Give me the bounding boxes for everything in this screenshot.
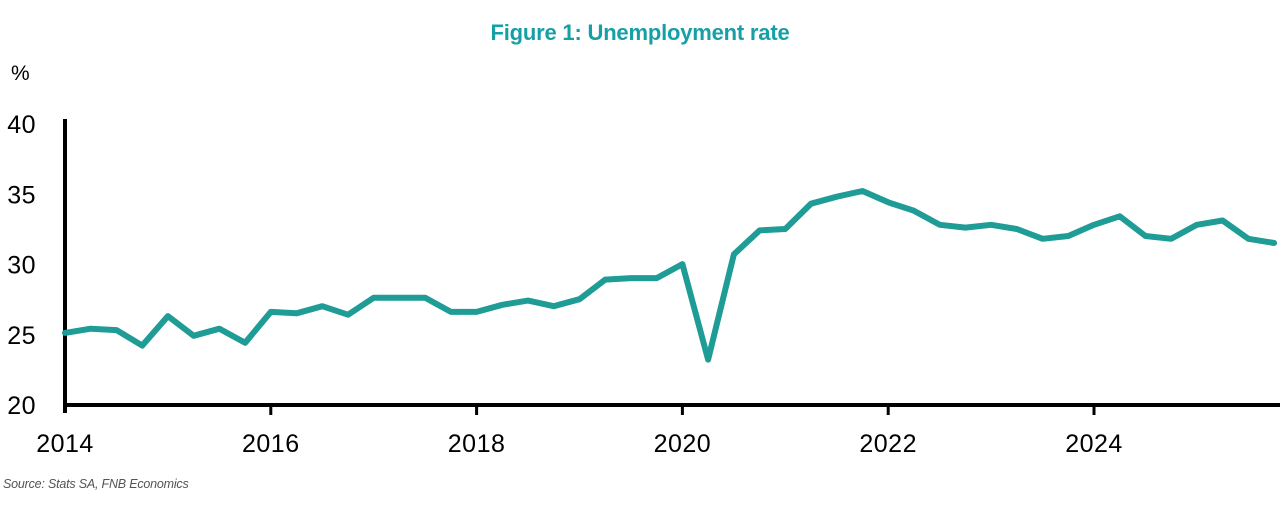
y-axis-labels: 40 35 30 25 20	[7, 111, 36, 420]
x-tick-label-2024: 2024	[1065, 430, 1123, 458]
x-axis-ticks	[269, 405, 1096, 415]
y-tick-label-20: 20	[7, 392, 36, 420]
x-tick-label-2014: 2014	[36, 430, 94, 458]
y-tick-label-35: 35	[7, 181, 36, 209]
y-tick-label-40: 40	[7, 111, 36, 139]
y-tick-label-30: 30	[7, 252, 36, 280]
source-note: Source: Stats SA, FNB Economics	[3, 477, 189, 491]
unemployment-rate-line	[62, 188, 1278, 363]
y-tick-label-25: 25	[7, 322, 36, 350]
chart-title: Figure 1: Unemployment rate	[490, 20, 790, 45]
chart-axes	[63, 119, 1280, 413]
x-tick-label-2020: 2020	[654, 430, 712, 458]
x-tick-label-2022: 2022	[859, 430, 917, 458]
x-tick-label-2016: 2016	[242, 430, 300, 458]
y-axis-unit-label: %	[11, 62, 30, 85]
x-tick-label-2018: 2018	[448, 430, 506, 458]
x-axis-labels: 2014 2016 2018 2020 2022 2024	[36, 430, 1123, 458]
